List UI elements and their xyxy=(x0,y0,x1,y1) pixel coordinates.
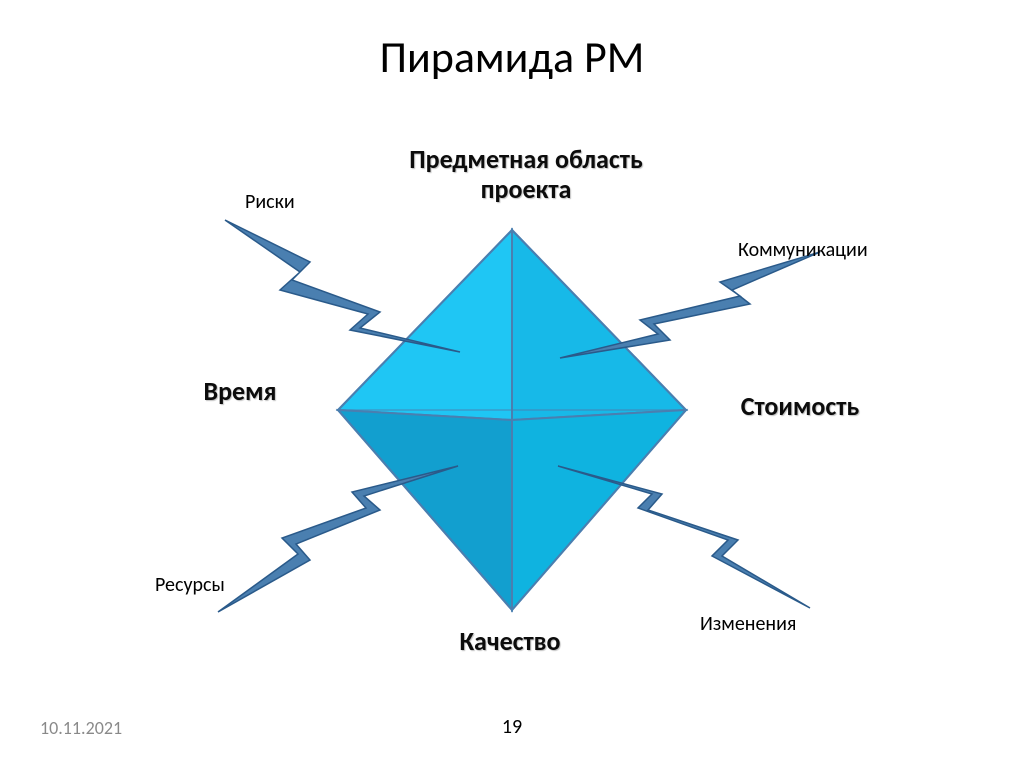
label-left: Время xyxy=(170,375,310,407)
label-right: Стоимость xyxy=(700,390,900,422)
label-changes: Изменения xyxy=(700,612,860,636)
pyramid-shape xyxy=(338,230,686,610)
pyramid-face-top-right xyxy=(512,230,686,420)
label-comms: Коммуникации xyxy=(738,238,918,262)
label-resources: Ресурсы xyxy=(155,573,295,597)
label-bottom: Качество xyxy=(420,625,600,657)
label-top: Предметная область проекта xyxy=(376,145,676,205)
footer-date: 10.11.2021 xyxy=(40,717,122,739)
label-risks: Риски xyxy=(245,190,365,214)
footer-page-number: 19 xyxy=(502,715,522,739)
